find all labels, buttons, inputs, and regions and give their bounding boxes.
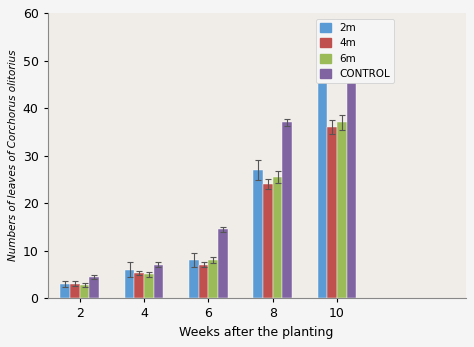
Bar (125, 270, 134, 298)
Bar (346, 32, 356, 298)
Bar (134, 273, 144, 298)
Bar (60, 284, 70, 298)
Bar (199, 265, 209, 298)
Y-axis label: Numbers of leaves of Corchorus olitorius: Numbers of leaves of Corchorus olitorius (9, 50, 18, 261)
Bar (89, 277, 99, 298)
Bar (209, 260, 218, 298)
Bar (144, 274, 154, 298)
Bar (273, 177, 283, 298)
Bar (154, 265, 164, 298)
Bar (263, 184, 273, 298)
Bar (189, 260, 199, 298)
Bar (283, 122, 292, 298)
Bar (218, 229, 228, 298)
Bar (328, 127, 337, 298)
Bar (318, 75, 328, 298)
Bar (254, 170, 263, 298)
Bar (70, 284, 80, 298)
X-axis label: Weeks after the planting: Weeks after the planting (180, 326, 334, 339)
Bar (337, 122, 346, 298)
Legend: 2m, 4m, 6m, CONTROL: 2m, 4m, 6m, CONTROL (316, 18, 394, 83)
Bar (80, 285, 89, 298)
